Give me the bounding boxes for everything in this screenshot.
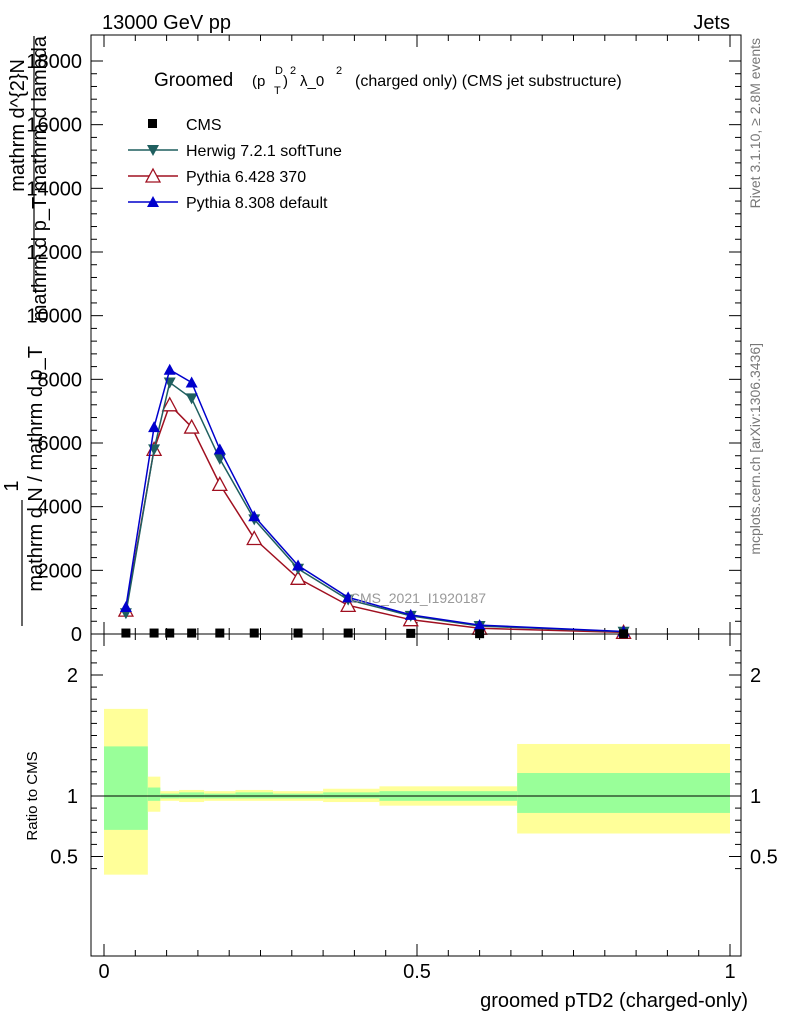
data-point-pythia-8-308-default [404, 608, 417, 620]
data-point-cms [293, 628, 303, 638]
data-point-pythia-8-308-default [473, 619, 486, 631]
ratio-band-inner [179, 792, 205, 799]
ratio-band-inner [147, 787, 161, 801]
data-point-pythia-6-428-370 [289, 569, 307, 585]
data-point-cms [121, 628, 131, 638]
ratio-x-tick-label: 1 [724, 961, 735, 983]
title-lambda: λ_0 [300, 73, 324, 90]
main-y-tick-label: 14000 [26, 178, 82, 200]
ratio-y-axis-label: Ratio to CMS [24, 751, 41, 840]
title-sup-d: D [275, 65, 283, 77]
data-point-cms [215, 628, 225, 638]
ratio-band-inner [104, 746, 148, 830]
ylabel-line-3: 1 [1, 480, 23, 491]
title-p: (p [252, 73, 265, 90]
main-y-tick-label: 4000 [38, 497, 83, 519]
ylabel-line-2: mathrm d p_T mathrm d lambda [29, 35, 51, 321]
main-y-tick-label: 0 [71, 624, 82, 646]
title-suffix: (charged only) (CMS jet substructure) [355, 73, 622, 90]
main-y-axis-label: mathrm d^{2}N mathrm d p_T mathrm d lamb… [1, 35, 51, 626]
title-sub-t: T [274, 85, 281, 97]
data-point-pythia-8-308-default [248, 510, 261, 522]
mcplots-label: mcplots.cern.ch [arXiv:1306.3436] [747, 343, 763, 555]
main-y-tick-label: 12000 [26, 242, 82, 264]
data-point-pythia-8-308-default [148, 421, 161, 433]
ratio-band-inner [517, 773, 730, 813]
ratio-y-tick-label: 2 [67, 665, 78, 687]
ratio-frame [90, 633, 742, 957]
ratio-y-tick-label-right: 2 [750, 665, 761, 687]
ratio-x-ticks: 0 0.5 1 [98, 634, 736, 983]
main-y-tick-label: 2000 [38, 560, 83, 582]
data-point-cms [343, 628, 353, 638]
data-point-pythia-6-428-370 [161, 396, 178, 412]
legend-marker-pythia6 [144, 167, 162, 183]
ratio-y-tick-label: 1 [67, 786, 78, 808]
main-y-tick-label: 6000 [38, 433, 83, 455]
ratio-y-ticks: 0.5 0.5 1 1 2 2 [50, 650, 778, 870]
data-point-pythia-8-308-default [185, 376, 198, 388]
x-axis-label: groomed pTD2 (charged-only) [480, 990, 748, 1012]
main-y-tick-label: 18000 [26, 51, 82, 73]
main-panel: 0 2000 4000 6000 8000 10000 12000 14000 16000 180… [26, 34, 742, 646]
legend-label-pythia6: Pythia 6.428 370 [186, 169, 306, 186]
legend-marker-pythia8 [147, 196, 159, 207]
main-y-tick-label: 10000 [26, 306, 82, 328]
title-sup2b: 2 [336, 65, 342, 77]
data-point-pythia-8-308-default [119, 600, 132, 612]
ratio-bands [104, 708, 730, 875]
ratio-x-tick-label: 0 [98, 961, 109, 983]
data-point-pythia-8-308-default [342, 591, 355, 603]
legend-label-cms: CMS [186, 117, 222, 134]
legend-label-herwig: Herwig 7.2.1 softTune [186, 143, 342, 160]
legend-entry-pythia8: Pythia 8.308 default [128, 195, 328, 212]
data-point-herwig-7-2-1-softtune [213, 453, 226, 465]
data-point-cms [249, 628, 259, 638]
main-y-tick-label: 8000 [38, 369, 83, 391]
ratio-band-inner [323, 792, 380, 799]
title-close: ) [283, 73, 288, 90]
legend-entry-cms: CMS [148, 117, 222, 134]
ylabel-line-1: mathrm d^{2}N [7, 59, 29, 192]
title-sup2: 2 [290, 65, 296, 77]
title-prefix: Groomed [154, 70, 233, 91]
data-point-cms [406, 628, 416, 638]
header-tag: Jets [693, 12, 730, 34]
plot-title: Groomed (p D T ) 2 λ_0 2 (charged only) … [154, 65, 622, 97]
header-process: 13000 GeV pp [102, 12, 231, 34]
ratio-y-tick-label-right: 0.5 [750, 847, 778, 869]
ratio-band-inner [235, 792, 274, 799]
legend: CMS Herwig 7.2.1 softTune Pythia 6.428 3… [128, 117, 342, 212]
ratio-y-tick-label-right: 1 [750, 786, 761, 808]
data-point-cms [187, 628, 197, 638]
data-point-pythia-8-308-default [292, 559, 305, 571]
legend-label-pythia8: Pythia 8.308 default [186, 195, 328, 212]
data-point-pythia-8-308-default [163, 363, 176, 375]
ratio-y-tick-label: 0.5 [50, 847, 78, 869]
rivet-label: Rivet 3.1.10, ≥ 2.8M events [747, 38, 763, 208]
ratio-panel: 0.5 0.51 12 2 0 0.5 1 Ratio to CMS groomed pT… [24, 633, 778, 1012]
data-point-pythia-6-428-370 [183, 418, 200, 434]
data-point-herwig-7-2-1-softtune [185, 393, 198, 405]
legend-marker-herwig [147, 145, 159, 156]
data-point-pythia-6-428-370 [211, 476, 228, 492]
data-point-cms [149, 628, 159, 638]
legend-marker-cms [148, 119, 157, 128]
ratio-x-tick-label: 0.5 [403, 961, 431, 983]
legend-entry-pythia6: Pythia 6.428 370 [128, 167, 306, 186]
data-point-cms [165, 628, 175, 638]
legend-entry-herwig: Herwig 7.2.1 softTune [128, 143, 342, 160]
data-point-pythia-8-308-default [213, 443, 226, 455]
watermark: CMS_2021_I1920187 [350, 590, 486, 606]
main-y-tick-label: 16000 [26, 115, 82, 137]
main-y-ticks: 0 2000 4000 6000 8000 10000 12000 14000 16000 180… [26, 35, 741, 646]
ylabel-line-4: mathrm d N / mathrm d p_T [25, 346, 47, 592]
data-point-pythia-6-428-370 [246, 530, 263, 546]
